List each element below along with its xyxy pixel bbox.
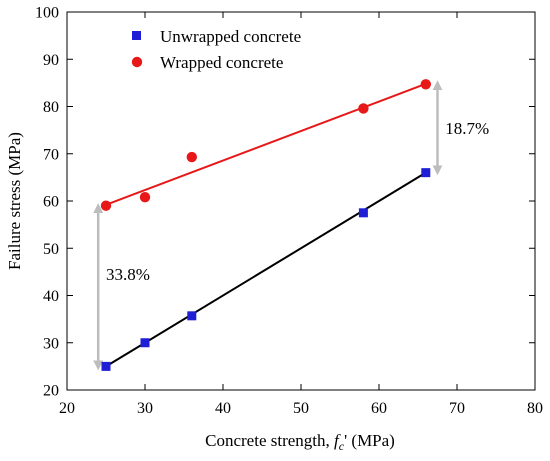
- x-axis-label-subscript: c: [339, 439, 345, 453]
- y-tick-label: 70: [43, 146, 59, 163]
- unwrapped-point: [140, 338, 150, 348]
- x-axis-label-suffix: ' (MPa): [344, 431, 395, 450]
- wrapped-point: [100, 200, 112, 211]
- wrapped-point: [139, 192, 151, 203]
- fit-line-unwrapped: [105, 171, 427, 368]
- plot-frame: [66, 11, 536, 391]
- legend-marker-wrapped: [131, 56, 143, 68]
- wrapped-point: [186, 151, 197, 163]
- y-tick-label: 30: [43, 335, 59, 352]
- legend: Unwrapped concrete Wrapped concrete: [131, 27, 301, 72]
- axis-ticks: [66, 11, 536, 391]
- x-tick-label: 70: [449, 400, 465, 417]
- difference-label: 18.7%: [445, 119, 489, 138]
- wrapped-point: [358, 103, 369, 114]
- y-tick-label: 80: [43, 99, 59, 116]
- difference-label: 33.8%: [106, 265, 150, 284]
- y-axis-label: Failure stress (MPa): [5, 132, 24, 270]
- x-tick-label: 80: [527, 400, 543, 417]
- x-tick-label: 20: [59, 400, 75, 417]
- y-tick-label: 60: [43, 194, 59, 211]
- fit-line-wrapped: [105, 82, 427, 206]
- x-tick-label: 30: [137, 400, 153, 417]
- unwrapped-point: [187, 311, 197, 321]
- x-tick-label: 60: [371, 400, 387, 417]
- fit-lines: [105, 82, 427, 368]
- legend-label-wrapped: Wrapped concrete: [160, 53, 283, 72]
- unwrapped-point: [101, 361, 111, 371]
- annotations: 18.7% 33.8%: [93, 80, 489, 371]
- y-tick-label: 100: [35, 5, 59, 22]
- y-axis-tick-labels: 20 30 40 50 60 70 80 90 100: [35, 5, 59, 400]
- y-tick-label: 90: [43, 52, 59, 69]
- y-tick-label: 40: [43, 288, 59, 305]
- y-tick-label: 50: [43, 241, 59, 258]
- x-tick-label: 40: [215, 400, 231, 417]
- legend-label-unwrapped: Unwrapped concrete: [160, 27, 301, 46]
- y-tick-label: 20: [43, 383, 59, 400]
- x-axis-label-symbol: f: [334, 431, 341, 450]
- unwrapped-point: [358, 208, 368, 218]
- x-axis-label-text: Concrete strength,: [205, 431, 334, 450]
- x-tick-label: 50: [293, 400, 309, 417]
- legend-marker-unwrapped: [132, 31, 141, 40]
- data-markers: [100, 79, 431, 371]
- x-axis-label: Concrete strength, fc' (MPa): [205, 431, 395, 453]
- wrapped-point: [420, 79, 431, 90]
- x-axis-tick-labels: 20 30 40 50 60 70 80: [59, 400, 543, 417]
- unwrapped-point: [421, 168, 431, 178]
